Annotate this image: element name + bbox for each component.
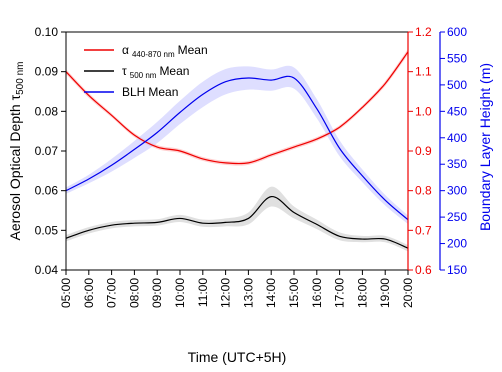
- x-tick-label: 07:00: [105, 278, 119, 308]
- x-tick-label: 13:00: [241, 278, 255, 308]
- left-axis-title: Aerosol Optical Depth τ500 nm: [7, 62, 26, 241]
- right-inner-tick-label: 1.1: [415, 65, 432, 79]
- left-tick-label: 0.06: [35, 184, 59, 198]
- legend-label-tail: Mean: [148, 85, 178, 99]
- legend-label-1: τ 500 nm Mean: [122, 64, 189, 80]
- left-tick-label: 0.05: [35, 223, 59, 237]
- x-axis-title: Time (UTC+5H): [188, 349, 287, 365]
- right-inner-tick-label: 0.7: [415, 223, 432, 237]
- left-tick-label: 0.04: [35, 263, 59, 277]
- series-line-1: [65, 196, 409, 249]
- legend-label-2: BLH Mean: [122, 85, 178, 99]
- right-outer-axis: 150 200 250 300 350 400 450 500 550 600: [439, 25, 467, 277]
- x-tick-label: 19:00: [378, 278, 392, 308]
- right-outer-tick-label: 500: [447, 78, 467, 92]
- right-inner-tick-label: 1.0: [415, 104, 432, 118]
- legend-label-symbol: BLH: [122, 85, 145, 99]
- legend-label-symbol: τ: [122, 64, 127, 78]
- x-tick-label: 11:00: [196, 278, 210, 307]
- left-axis-title-main: Aerosol Optical Depth τ: [7, 94, 23, 240]
- x-tick-label: 05:00: [59, 278, 73, 308]
- x-tick-label: 06:00: [82, 278, 96, 308]
- x-tick-label: 15:00: [287, 278, 301, 308]
- series-band-1: [66, 186, 408, 252]
- left-tick-label: 0.08: [35, 104, 59, 118]
- legend-label-symbol: α: [122, 43, 129, 57]
- legend-label-0: α 440-870 nm Mean: [122, 43, 208, 59]
- legend-label-sub: 500 nm: [130, 71, 157, 80]
- right-outer-tick-label: 350: [447, 157, 467, 171]
- left-axis-title-sub: 500 nm: [15, 62, 26, 95]
- x-tick-label: 12:00: [219, 278, 233, 308]
- x-tick-label: 17:00: [333, 278, 347, 308]
- x-tick-label: 10:00: [173, 278, 187, 308]
- series-band-0: [66, 49, 408, 166]
- left-tick-label: 0.07: [35, 144, 59, 158]
- left-axis: 0.04 0.05 0.06 0.07 0.08 0.09 0.10: [35, 25, 66, 277]
- x-tick-label: 09:00: [150, 278, 164, 308]
- series-line-0: [65, 51, 409, 165]
- left-tick-label: 0.09: [35, 65, 59, 79]
- right-outer-axis-title: Boundary Layer Height (m): [477, 63, 493, 231]
- right-inner-tick-label: 1.2: [415, 25, 432, 39]
- right-outer-tick-label: 550: [447, 51, 467, 65]
- right-outer-tick-label: 300: [447, 184, 467, 198]
- x-tick-label: 08:00: [127, 278, 141, 308]
- right-outer-tick-label: 200: [447, 237, 467, 251]
- right-inner-tick-label: 0.8: [415, 184, 432, 198]
- x-tick-label: 16:00: [310, 278, 324, 308]
- legend-label-sub: 440-870 nm: [132, 50, 175, 59]
- right-outer-tick-label: 150: [447, 263, 467, 277]
- legend-label-tail: Mean: [159, 64, 189, 78]
- x-tick-label: 20:00: [401, 278, 415, 308]
- right-inner-tick-label: 0.9: [415, 144, 432, 158]
- series-band-2: [66, 65, 408, 224]
- right-outer-tick-label: 600: [447, 25, 467, 39]
- x-tick-label: 14:00: [264, 278, 278, 308]
- series-lines: [65, 51, 409, 249]
- right-outer-tick-label: 400: [447, 131, 467, 145]
- right-outer-tick-label: 450: [447, 104, 467, 118]
- series-line-2: [65, 75, 409, 221]
- legend-label-tail: Mean: [178, 43, 208, 57]
- right-inner-tick-label: 0.6: [415, 263, 432, 277]
- right-inner-axis: 0.6 0.7 0.8 0.9 1.0 1.1 1.2: [407, 25, 432, 277]
- x-axis: 05:00 06:00 07:00 08:00 09:00 10:00 11:00 12:00…: [59, 270, 415, 308]
- left-tick-label: 0.10: [35, 25, 59, 39]
- right-outer-tick-label: 250: [447, 210, 467, 224]
- x-tick-label: 18:00: [355, 278, 369, 308]
